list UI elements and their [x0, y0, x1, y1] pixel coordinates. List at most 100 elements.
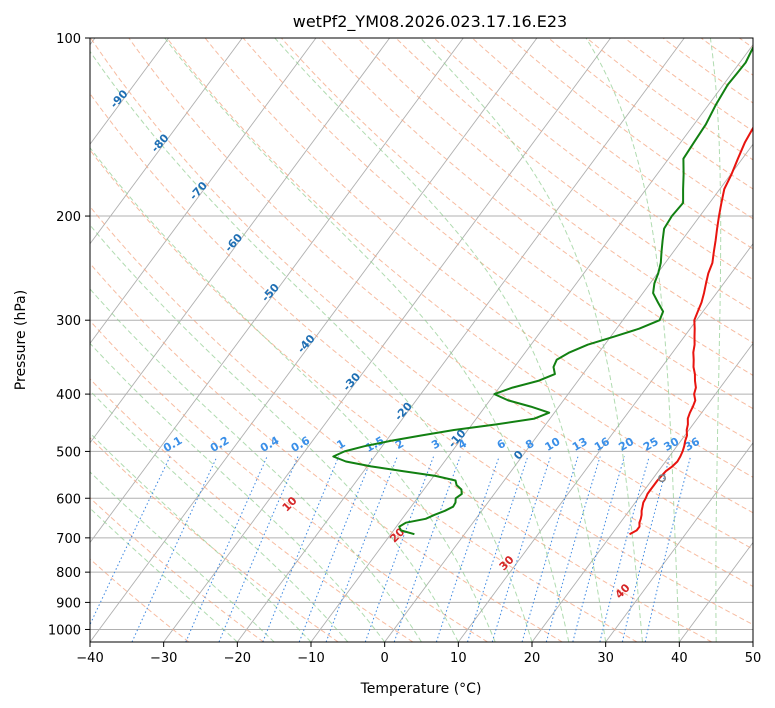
isotherm-label: -80 [149, 131, 172, 155]
isotherm-line [605, 442, 753, 642]
mixing-ratio-line [435, 456, 500, 642]
x-tick-label: −40 [76, 651, 103, 666]
dry-adiabat-line [509, 38, 753, 220]
dry-adiabat-line [90, 320, 488, 642]
mixing-ratio-line [364, 456, 435, 642]
isotherm-label: -50 [259, 281, 282, 305]
y-tick-label: 100 [56, 32, 81, 47]
mixing-ratio-label: 1 [335, 437, 348, 452]
x-tick-label: 20 [524, 651, 541, 666]
isotherm-line [752, 641, 753, 642]
moist-adiabat-line [164, 38, 570, 642]
moist-adiabat-line [90, 507, 238, 642]
y-tick-label: 600 [56, 492, 81, 507]
dry-adiabat-line [90, 262, 563, 642]
dry-adiabat-label: 30 [497, 553, 517, 573]
y-tick-label: 1000 [48, 623, 81, 638]
y-tick-label: 500 [56, 445, 81, 460]
dry-adiabat-line [739, 38, 753, 49]
y-tick-label: 900 [56, 596, 81, 611]
x-tick-label: −20 [224, 651, 251, 666]
x-tick-label: 0 [381, 651, 389, 666]
dry-adiabat-line [90, 149, 712, 642]
x-tick-label: 50 [745, 651, 762, 666]
mixing-ratio-line [298, 456, 373, 642]
y-tick-label: 200 [56, 210, 81, 225]
chart-title: wetPf2_YM08.2026.023.17.16.E23 [293, 12, 567, 32]
dry-adiabat-line [357, 38, 753, 344]
y-tick-label: 400 [56, 388, 81, 403]
x-tick-label: 30 [597, 651, 614, 666]
moist-adiabat-line [90, 224, 459, 642]
moist-adiabat-line [90, 432, 312, 642]
dry-adiabat-line [128, 38, 753, 550]
isotherm-line [90, 38, 317, 345]
dry-adiabat-line [90, 437, 339, 642]
moist-adiabat-line [90, 471, 275, 642]
dry-adiabat-line [471, 38, 753, 250]
isotherm-line [384, 143, 753, 642]
dry-adiabat-line [90, 92, 753, 626]
dry-adiabat-line [90, 205, 638, 642]
isotherm-label: -20 [392, 400, 415, 424]
moist-adiabat-line [90, 390, 349, 642]
moist-adiabat-line [90, 50, 533, 642]
isotherm-line [236, 38, 685, 642]
dry-adiabat-line [281, 38, 753, 410]
mixing-ratio-line [644, 456, 692, 642]
x-tick-label: 10 [450, 651, 467, 666]
y-tick-label: 800 [56, 566, 81, 581]
isotherm-line [90, 38, 464, 544]
dry-adiabat-label: 10 [280, 494, 300, 514]
mixing-ratio-line [467, 456, 529, 642]
mixing-ratio-line [491, 456, 552, 642]
mixing-ratio-line [90, 456, 171, 626]
dry-adiabat-line [90, 497, 264, 642]
isotherm-label: -90 [108, 87, 131, 111]
mixing-ratio-line [325, 456, 398, 642]
dewpoint-line [332, 45, 753, 536]
moist-adiabat-line [90, 146, 496, 642]
mixing-ratio-line [185, 456, 268, 642]
isotherm-line [531, 342, 753, 642]
moist-adiabat-line [274, 38, 607, 642]
isotherm-line [90, 38, 243, 245]
mixing-ratio-line [621, 456, 671, 642]
isotherm-line [90, 38, 169, 146]
y-tick-label: 300 [56, 314, 81, 329]
moist-adiabat-line [585, 38, 680, 642]
mixing-ratio-line [218, 456, 299, 642]
lcl-marker [658, 474, 666, 483]
dry-adiabat-line [548, 38, 753, 190]
dry-adiabat-line [319, 38, 753, 376]
x-tick-label: −10 [297, 651, 324, 666]
mixing-ratio-line [521, 456, 579, 642]
mixing-ratio-line [393, 456, 461, 642]
plot-axes: −40 −30 −20 −10 0 10 20 30 40 50 100 200 300 400 500 60… [48, 32, 761, 666]
temperature-line [629, 126, 753, 536]
dry-adiabat-line [166, 38, 753, 514]
dry-adiabat-line [395, 38, 753, 312]
isotherm-label: -70 [187, 179, 210, 203]
mixing-ratio-line [572, 456, 625, 642]
x-tick-label: 40 [671, 651, 688, 666]
dry-adiabat-line [433, 38, 753, 281]
x-axis-title: Temperature (°C) [360, 681, 482, 697]
plot-frame [89, 37, 754, 643]
moist-adiabat-line [709, 38, 722, 642]
x-tick-label: −30 [150, 651, 177, 666]
y-axis-title: Pressure (hPa) [13, 290, 29, 390]
dry-adiabat-line [700, 38, 753, 76]
dry-adiabat-label: 40 [613, 581, 633, 601]
isotherm-label: -30 [340, 370, 363, 394]
dry-adiabat-line [204, 38, 753, 478]
dry-adiabat-label: 20 [387, 525, 407, 545]
mixing-ratio-line [262, 456, 340, 642]
isotherm-label: -60 [222, 231, 245, 255]
isotherm-label: -40 [295, 332, 318, 356]
y-tick-label: 700 [56, 532, 81, 547]
mixing-ratio-label: 6 [495, 437, 508, 452]
plot-grid: 0.1 0.2 0.4 0.6 1 1.5 2 3 4 6 8 10 13 16 20 25 30 36-100-… [90, 38, 753, 642]
moist-adiabat-line [90, 288, 422, 642]
